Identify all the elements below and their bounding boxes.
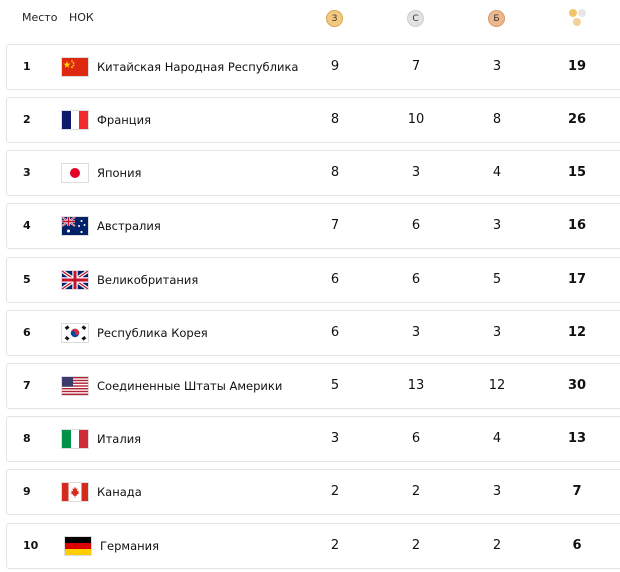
italy-flag-icon	[62, 430, 88, 448]
silver-count: 7	[411, 59, 421, 74]
country-name[interactable]: Соединенные Штаты Америки	[97, 379, 283, 393]
bronze-medal-header[interactable]: Б	[488, 10, 505, 27]
country-name[interactable]: Республика Корея	[97, 326, 208, 340]
rank-cell: 8	[23, 432, 31, 445]
noc-column-header[interactable]: НОК	[69, 11, 94, 24]
table-row[interactable]: 2 Франция 8 10 8 26	[6, 97, 620, 143]
silver-count: 13	[407, 378, 425, 393]
table-row[interactable]: 7 Соединенные Штаты Америки 5 13 12 30	[6, 363, 620, 409]
gold-count: 8	[330, 112, 340, 127]
rank-cell: 4	[23, 219, 31, 232]
table-row[interactable]: 5 Великобритания 6 6 5 17	[6, 257, 620, 303]
silver-count: 10	[407, 112, 425, 127]
medals-icon[interactable]	[567, 8, 589, 28]
rank-cell: 3	[23, 166, 31, 179]
china-flag-icon	[62, 58, 88, 76]
gold-count: 6	[330, 325, 340, 340]
total-count: 7	[572, 484, 582, 499]
table-row[interactable]: 10 Германия 2 2 2 6	[6, 523, 620, 569]
country-name[interactable]: Австралия	[97, 219, 161, 233]
rank-column-header[interactable]: Место	[22, 11, 58, 24]
country-name[interactable]: Канада	[97, 485, 142, 499]
table-row[interactable]: 6 Республика Корея 6 3 3 12	[6, 310, 620, 356]
total-count: 13	[567, 431, 587, 446]
bronze-count: 8	[492, 112, 502, 127]
silver-count: 6	[411, 272, 421, 287]
silver-count: 6	[411, 218, 421, 233]
gold-count: 6	[330, 272, 340, 287]
bronze-count: 3	[492, 325, 502, 340]
bronze-count: 3	[492, 484, 502, 499]
rank-cell: 10	[23, 539, 39, 552]
silver-medal-header[interactable]: С	[407, 10, 424, 27]
rank-cell: 7	[23, 379, 31, 392]
country-name[interactable]: Китайская Народная Республика	[97, 60, 299, 74]
table-header: Место НОК З С Б	[0, 0, 620, 36]
bronze-count: 5	[492, 272, 502, 287]
gold-count: 2	[330, 538, 340, 553]
germany-flag-icon	[65, 537, 91, 555]
canada-flag-icon	[62, 483, 88, 501]
silver-count: 2	[411, 484, 421, 499]
france-flag-icon	[62, 111, 88, 129]
silver-count: 3	[411, 325, 421, 340]
total-count: 12	[567, 325, 587, 340]
gold-count: 9	[330, 59, 340, 74]
australia-flag-icon	[62, 217, 88, 235]
gold-count: 7	[330, 218, 340, 233]
total-count: 19	[567, 59, 587, 74]
total-count: 17	[567, 272, 587, 287]
table-row[interactable]: 3 Япония 8 3 4 15	[6, 150, 620, 196]
table-row[interactable]: 1 Китайская Народная Республика 9 7 3 19	[6, 44, 620, 90]
gold-count: 5	[330, 378, 340, 393]
gold-count: 3	[330, 431, 340, 446]
rank-cell: 6	[23, 326, 31, 339]
rank-cell: 5	[23, 273, 31, 286]
silver-count: 2	[411, 538, 421, 553]
country-name[interactable]: Германия	[100, 539, 160, 553]
total-count: 16	[567, 218, 587, 233]
usa-flag-icon	[62, 377, 88, 395]
country-name[interactable]: Франция	[97, 113, 151, 127]
gold-medal-header[interactable]: З	[326, 10, 343, 27]
total-count: 26	[567, 112, 587, 127]
table-row[interactable]: 8 Италия 3 6 4 13	[6, 416, 620, 462]
total-count: 15	[567, 165, 587, 180]
bronze-count: 3	[492, 218, 502, 233]
gold-count: 2	[330, 484, 340, 499]
country-name[interactable]: Япония	[97, 166, 142, 180]
bronze-count: 12	[488, 378, 506, 393]
gold-count: 8	[330, 165, 340, 180]
rank-cell: 2	[23, 113, 31, 126]
silver-count: 6	[411, 431, 421, 446]
total-count: 30	[567, 378, 587, 393]
bronze-count: 4	[492, 165, 502, 180]
table-row[interactable]: 4 Австралия 7 6 3 16	[6, 203, 620, 249]
korea-flag-icon	[62, 324, 88, 342]
bronze-count: 4	[492, 431, 502, 446]
country-name[interactable]: Италия	[97, 432, 142, 446]
rank-cell: 1	[23, 60, 31, 73]
rank-cell: 9	[23, 485, 31, 498]
country-name[interactable]: Великобритания	[97, 273, 199, 287]
bronze-count: 2	[492, 538, 502, 553]
japan-flag-icon	[62, 164, 88, 182]
bronze-count: 3	[492, 59, 502, 74]
total-count: 6	[572, 538, 582, 553]
silver-count: 3	[411, 165, 421, 180]
uk-flag-icon	[62, 271, 88, 289]
table-row[interactable]: 9 Канада 2 2 3 7	[6, 469, 620, 515]
